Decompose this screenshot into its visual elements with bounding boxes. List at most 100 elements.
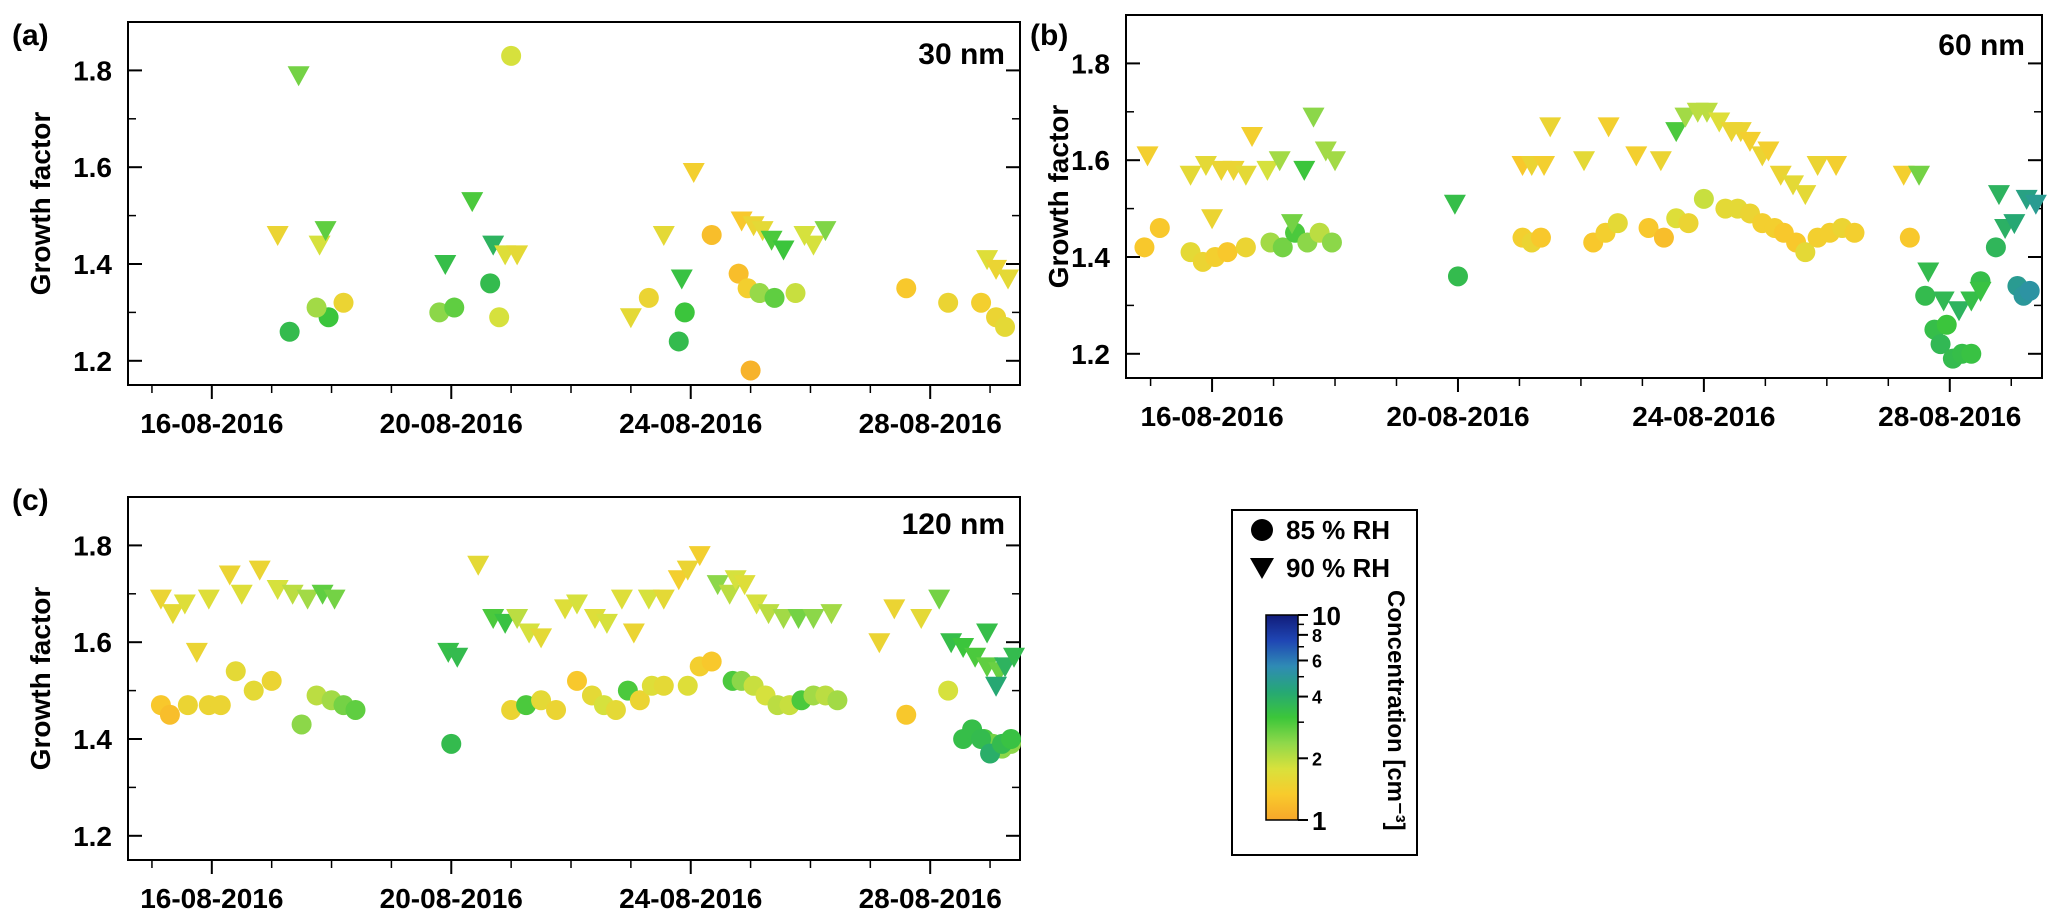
data-point-90rh [745,594,768,615]
data-point-85rh [677,675,698,696]
data-point-85rh [444,297,465,318]
data-point-90rh [1695,102,1718,123]
data-point-90rh [997,269,1020,290]
data-point-90rh [467,555,490,576]
data-point-90rh [1293,160,1316,181]
x-tick-label: 16-08-2016 [1140,401,1283,432]
data-point-85rh [1961,343,1982,364]
data-point-85rh [1930,334,1951,355]
data-point-90rh [1256,160,1279,181]
data-point-85rh [785,283,806,304]
x-tick-label: 24-08-2016 [619,883,762,914]
size-label: 120 nm [902,508,1005,541]
y-tick-label: 1.8 [73,530,112,561]
data-point-90rh [308,235,331,256]
data-point-85rh [489,307,510,328]
data-point-90rh [1757,141,1780,162]
size-label: 30 nm [918,38,1005,71]
data-point-85rh [1272,237,1293,258]
data-point-85rh [1447,266,1468,287]
data-point-85rh [345,699,366,720]
data-point-85rh [1693,188,1714,209]
data-point-90rh [637,589,660,610]
data-point-90rh [1533,156,1556,177]
legend-triangle-marker [1250,558,1274,579]
data-point-85rh [225,661,246,682]
data-point-85rh [243,680,264,701]
data-point-85rh [279,321,300,342]
data-point-90rh [1003,647,1026,668]
colorbar-label: Concentration [cm⁻³] [1382,590,1409,831]
data-point-85rh [291,714,312,735]
x-tick-label: 16-08-2016 [140,883,283,914]
data-point-90rh [619,308,642,329]
data-point-85rh [1149,217,1170,238]
x-tick-label: 24-08-2016 [1632,401,1775,432]
data-point-90rh [287,66,310,87]
data-point-90rh [652,225,675,246]
data-point-90rh [1302,107,1325,128]
data-point-90rh [1960,291,1983,312]
data-point-85rh [995,316,1016,337]
data-point-85rh [971,729,992,749]
data-point-90rh [772,609,795,629]
colorbar-ticks: 1 2 4 6 810 [1298,601,1341,836]
data-point-85rh [740,360,761,381]
data-point-90rh [1268,151,1291,172]
colorbar-tick-label: 4 [1312,688,1322,708]
data-point-90rh [266,225,289,246]
data-point-90rh [1948,301,1971,322]
data-point-90rh [910,609,933,629]
data-point-90rh [482,235,505,256]
data-point-90rh [733,575,756,596]
data-point-90rh [1324,151,1347,172]
data-point-90rh [868,633,891,654]
data-point-90rh [506,609,529,629]
data-point-90rh [296,589,319,610]
data-point-90rh [718,584,741,605]
colorbar [1265,614,1299,821]
data-point-90rh [1917,262,1940,283]
data-point-90rh [1443,194,1466,215]
y-tick-label: 1.2 [73,821,112,852]
x-tick-label: 28-08-2016 [1878,401,2021,432]
legend: 85 % RH 90 % RH 1 2 4 6 810 Concentration [c… [1231,509,1418,856]
x-tick-label: 24-08-2016 [619,408,762,439]
data-point-85rh [159,704,180,725]
data-point-85rh [896,704,917,725]
data-point-90rh [883,599,906,620]
plot-frame [127,496,1021,861]
data-point-90rh [682,163,705,184]
data-point-90rh [964,647,987,668]
y-tick-label: 1.8 [73,55,112,86]
data-point-90rh [688,546,711,567]
data-point-90rh [1539,117,1562,138]
data-point-85rh [674,302,695,323]
data-point-90rh [952,638,975,659]
panel-tag: (b) [1030,19,1068,52]
y-tick-label: 1.2 [1071,339,1110,370]
data-point-90rh [323,589,346,610]
data-point-90rh [1597,117,1620,138]
data-point-90rh [1674,107,1697,128]
data-point-90rh [1892,165,1915,186]
data-point-85rh [764,287,785,308]
plot-frame [127,21,1021,386]
data-point-85rh [827,690,848,711]
data-point-90rh [1738,131,1761,152]
data-point-90rh [1241,127,1264,147]
data-point-90rh [1280,214,1303,235]
colorbar-tick-label: 2 [1312,749,1322,769]
data-point-90rh [1987,185,2010,206]
x-tick-label: 16-08-2016 [140,408,283,439]
data-point-85rh [1678,213,1699,234]
colorbar-tick-label: 6 [1312,651,1322,671]
panel-c: 1.2 1.4 1.6 1.8 16-08-2016 20-08-2016 24-08-20… [12,484,1026,914]
data-point-90rh [1769,165,1792,186]
data-point-85rh [653,675,674,696]
data-point-85rh [546,699,567,720]
data-point-90rh [1625,146,1648,167]
legend-triangle-label: 90 % RH [1286,553,1390,583]
data-point-90rh [149,589,172,610]
x-tick-label: 28-08-2016 [859,883,1002,914]
